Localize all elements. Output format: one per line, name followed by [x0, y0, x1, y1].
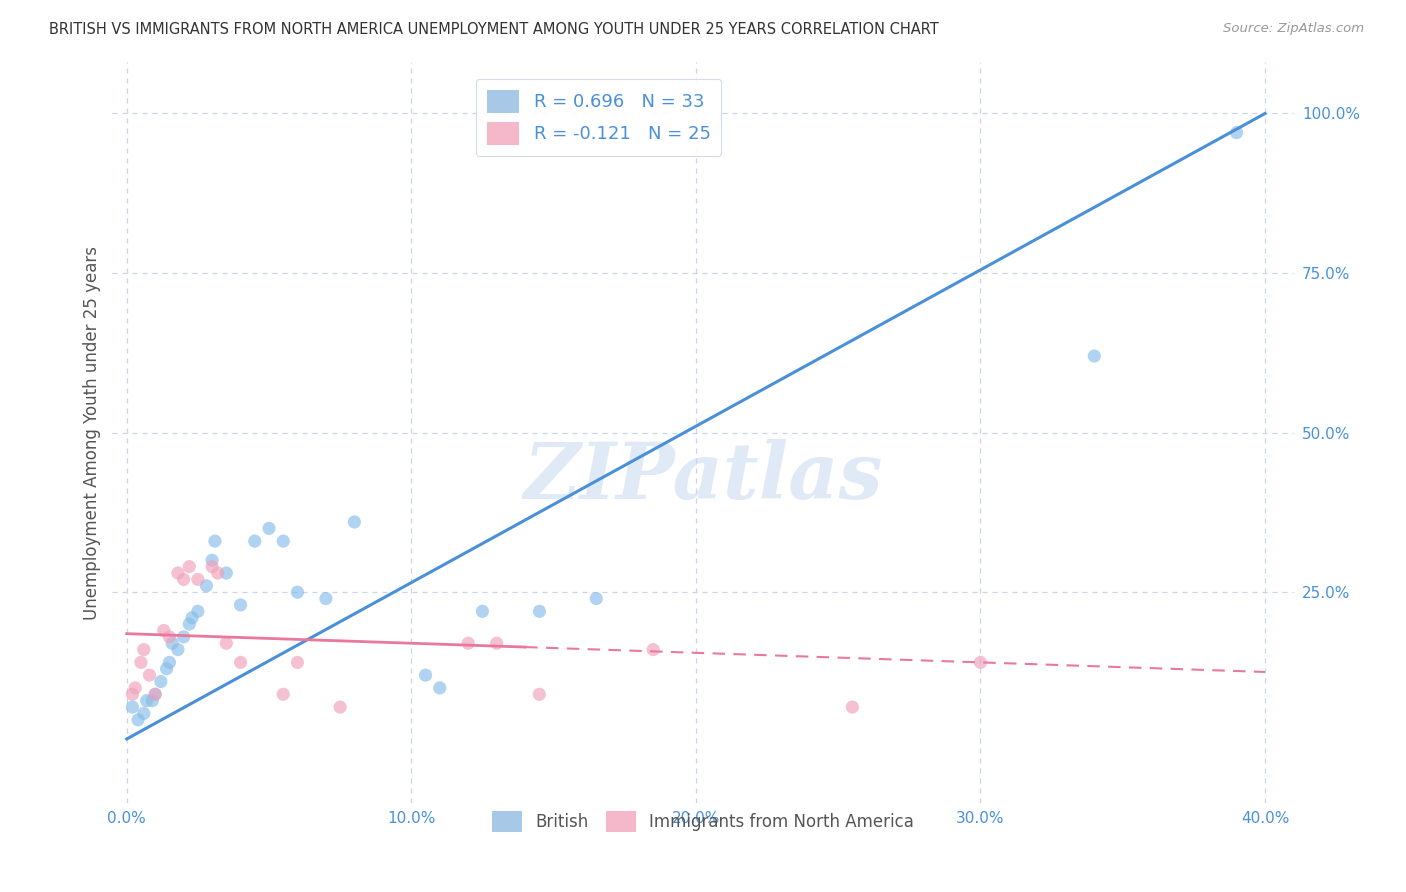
Point — [471, 604, 494, 618]
Point — [215, 566, 238, 580]
Point — [138, 668, 160, 682]
Point — [315, 591, 337, 606]
Point — [529, 687, 551, 701]
Point — [157, 656, 180, 670]
Point — [201, 559, 224, 574]
Point — [167, 642, 190, 657]
Point — [179, 617, 201, 632]
Point — [215, 636, 238, 650]
Point — [121, 700, 143, 714]
Point — [643, 642, 665, 657]
Point — [429, 681, 451, 695]
Point — [173, 573, 195, 587]
Point — [187, 604, 209, 618]
Point — [585, 591, 607, 606]
Text: Source: ZipAtlas.com: Source: ZipAtlas.com — [1223, 22, 1364, 36]
Point — [271, 534, 294, 549]
Point — [229, 598, 252, 612]
Point — [181, 611, 204, 625]
Point — [485, 636, 508, 650]
Legend: British, Immigrants from North America: British, Immigrants from North America — [485, 805, 921, 838]
Point — [141, 694, 163, 708]
Point — [969, 656, 991, 670]
Point — [243, 534, 266, 549]
Point — [167, 566, 190, 580]
Point — [162, 636, 184, 650]
Point — [132, 706, 155, 721]
Point — [135, 694, 157, 708]
Text: ZIPatlas: ZIPatlas — [523, 439, 883, 516]
Point — [149, 674, 172, 689]
Point — [201, 553, 224, 567]
Point — [415, 668, 437, 682]
Text: BRITISH VS IMMIGRANTS FROM NORTH AMERICA UNEMPLOYMENT AMONG YOUTH UNDER 25 YEARS: BRITISH VS IMMIGRANTS FROM NORTH AMERICA… — [49, 22, 939, 37]
Point — [124, 681, 146, 695]
Point — [143, 687, 166, 701]
Point — [343, 515, 366, 529]
Point — [529, 604, 551, 618]
Point — [841, 700, 863, 714]
Point — [132, 642, 155, 657]
Point — [329, 700, 352, 714]
Point — [207, 566, 229, 580]
Point — [195, 579, 218, 593]
Y-axis label: Unemployment Among Youth under 25 years: Unemployment Among Youth under 25 years — [83, 245, 101, 620]
Point — [271, 687, 294, 701]
Point — [1226, 126, 1249, 140]
Point — [173, 630, 195, 644]
Point — [229, 656, 252, 670]
Point — [127, 713, 149, 727]
Point — [129, 656, 152, 670]
Point — [1083, 349, 1105, 363]
Point — [457, 636, 479, 650]
Point — [143, 687, 166, 701]
Point — [121, 687, 143, 701]
Point — [155, 662, 177, 676]
Point — [204, 534, 226, 549]
Point — [152, 624, 174, 638]
Point — [157, 630, 180, 644]
Point — [187, 573, 209, 587]
Point — [179, 559, 201, 574]
Point — [257, 521, 280, 535]
Point — [287, 656, 309, 670]
Point — [287, 585, 309, 599]
